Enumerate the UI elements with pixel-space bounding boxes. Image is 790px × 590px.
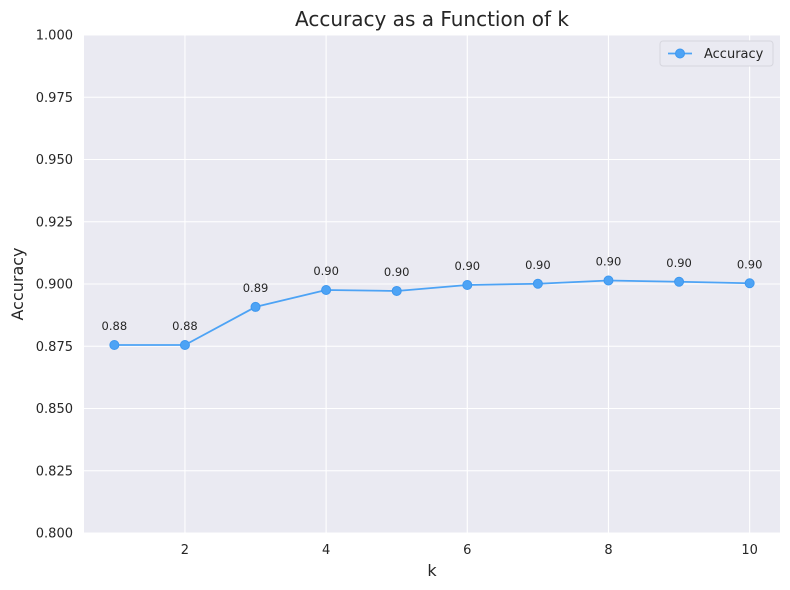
data-label: 0.90	[666, 256, 692, 270]
y-tick-label: 0.825	[36, 464, 73, 479]
data-point	[391, 285, 402, 296]
y-tick-label: 0.950	[36, 153, 73, 168]
chart-title: Accuracy as a Function of k	[295, 7, 569, 31]
legend-label: Accuracy	[704, 47, 764, 62]
data-label: 0.90	[525, 258, 551, 272]
data-label: 0.90	[596, 255, 622, 269]
legend: Accuracy	[659, 40, 774, 67]
data-point	[179, 340, 190, 351]
x-tick-label: 4	[322, 543, 330, 558]
x-tick-label: 10	[741, 543, 758, 558]
data-point	[603, 275, 614, 286]
data-label: 0.88	[102, 319, 128, 333]
y-tick-label: 0.975	[36, 91, 73, 106]
data-label: 0.89	[243, 281, 269, 295]
y-tick-label: 0.925	[36, 215, 73, 230]
data-point	[109, 340, 120, 351]
data-point	[532, 278, 543, 289]
grid-lines	[84, 34, 780, 534]
y-axis-label: Accuracy	[8, 247, 27, 320]
data-point	[674, 276, 685, 287]
data-label: 0.88	[172, 319, 198, 333]
y-tick-label: 0.900	[36, 278, 73, 293]
data-label: 0.90	[737, 257, 763, 271]
y-tick-label: 0.850	[36, 402, 73, 417]
x-axis-label: k	[427, 561, 437, 580]
y-tick-label: 1.000	[36, 29, 73, 44]
legend-box	[659, 40, 774, 67]
data-point	[321, 284, 332, 295]
x-tick-label: 8	[604, 543, 612, 558]
data-label: 0.90	[384, 265, 410, 279]
data-point	[744, 278, 755, 289]
legend-marker-swatch	[675, 48, 685, 59]
y-tick-label: 0.800	[36, 527, 73, 542]
data-label: 0.90	[454, 259, 480, 273]
series-layer: 0.88 0.88 0.89 0.90 0.90 0.90 0.90 0.90 0.90 0.90	[102, 255, 763, 351]
x-tick-label: 6	[463, 543, 471, 558]
data-point	[462, 279, 473, 290]
x-tick-label: 2	[181, 543, 189, 558]
data-label: 0.90	[313, 264, 339, 278]
series-line	[114, 279, 750, 346]
data-point	[250, 301, 261, 312]
x-axis-ticks: 2 4 6 8 10	[181, 543, 758, 558]
y-axis-ticks: 0.800 0.825 0.850 0.875 0.900 0.925 0.950 0.975…	[36, 29, 73, 542]
y-tick-label: 0.875	[36, 340, 73, 355]
